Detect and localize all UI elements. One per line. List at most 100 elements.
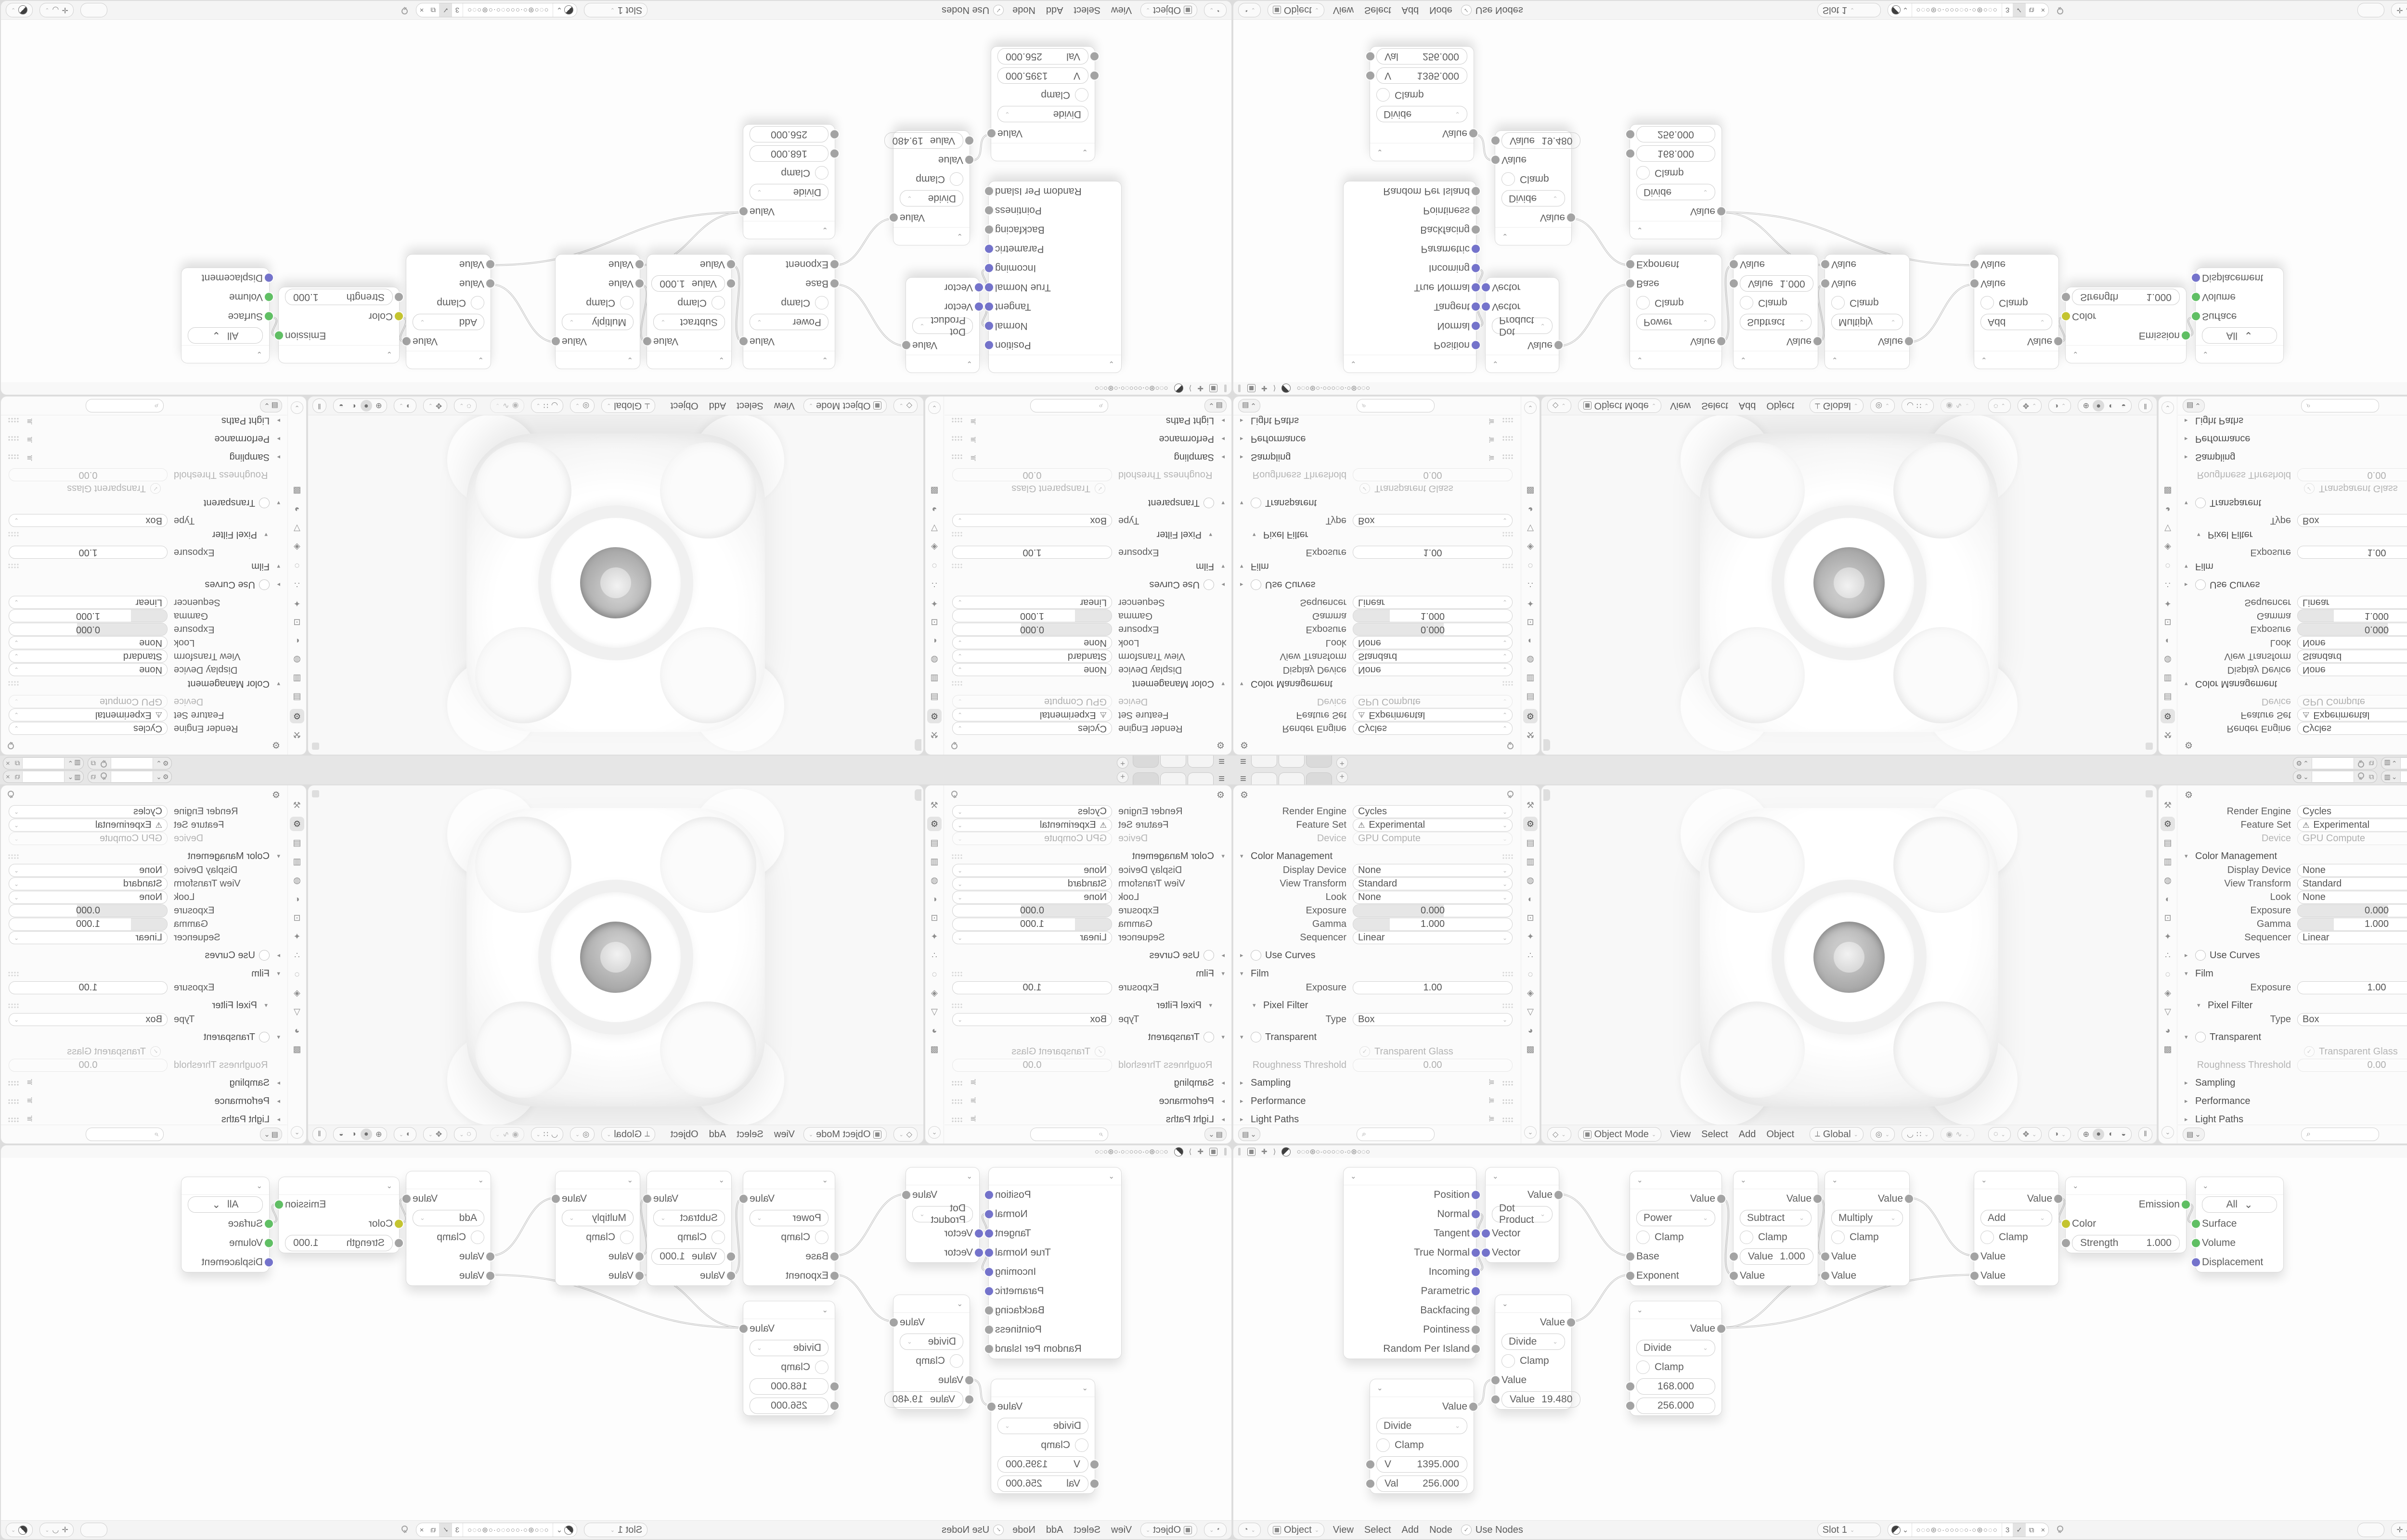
region-handle[interactable]	[1224, 385, 1227, 392]
property-field[interactable]: Linear⌄	[2297, 931, 2407, 944]
pin-icon[interactable]	[1506, 790, 1514, 801]
clamp-checkbox[interactable]	[1075, 1438, 1088, 1452]
properties-tab-object-data[interactable]: ▽	[931, 1006, 938, 1016]
property-slider[interactable]: 1.000	[952, 609, 1112, 622]
clamp-checkbox[interactable]	[815, 166, 828, 180]
node-header[interactable]: ⌄	[1344, 355, 1476, 372]
properties-tab-view-layer[interactable]: ▥	[1526, 674, 1535, 684]
panel-section-film[interactable]: ▾ Film	[2178, 966, 2407, 981]
value-field[interactable]: Value 19.480	[884, 1391, 963, 1408]
node-math-divide-2[interactable]: ⌄ Value Divide ⌄ Clamp 168.000 256.000	[1625, 124, 1726, 239]
input-socket[interactable]	[829, 1400, 840, 1411]
property-field[interactable]: None⌄	[9, 663, 168, 676]
output-socket[interactable]	[1471, 321, 1481, 331]
node-header[interactable]: ⌄	[989, 1168, 1121, 1185]
output-socket[interactable]	[1471, 1305, 1481, 1316]
editor-type-button[interactable]: ▤ ⌄	[1238, 399, 1260, 412]
copy-icon[interactable]: ⧉	[2368, 772, 2374, 781]
node-header[interactable]: ⌄	[743, 221, 835, 239]
properties-tab-tool[interactable]: ⚒	[1526, 800, 1535, 810]
add-workspace-button[interactable]: +	[1336, 757, 1348, 769]
properties-tab-constraints[interactable]: ◈	[931, 988, 938, 998]
checkbox-circle[interactable]	[1251, 498, 1261, 508]
properties-tab-view-layer[interactable]: ▥	[293, 856, 301, 866]
node-header[interactable]: ⌄	[1630, 351, 1721, 369]
editor-type-button[interactable]: ▤ ⌄	[1238, 1128, 1260, 1141]
wireframe-shading-button[interactable]: ⊕	[375, 401, 382, 410]
properties-tab-scene[interactable]: ◍	[1527, 655, 1534, 665]
editor-type-button[interactable]: ◔ ⌄	[1238, 1523, 1261, 1537]
input-socket[interactable]	[829, 259, 840, 270]
scene-selector[interactable]: ⚙ ⌄ ⧉	[2292, 770, 2377, 783]
workspace-tab[interactable]	[1278, 756, 1305, 768]
properties-tab-material[interactable]: ◕	[2165, 1025, 2171, 1035]
properties-tab-particles[interactable]: ∴	[294, 950, 300, 960]
panel-section-pixel-filter[interactable]: ▾ Pixel Filter	[2178, 998, 2407, 1013]
property-slider[interactable]: 0.000	[2297, 623, 2407, 636]
collapse-tabs-button[interactable]: ⌄	[2161, 401, 2174, 414]
input-socket[interactable]	[1625, 278, 1635, 289]
properties-tab-scene[interactable]: ◍	[1527, 875, 1534, 885]
copy-icon[interactable]: ⧉	[91, 772, 96, 781]
panel-toggle-section-transparent[interactable]: ▾ Transparent	[2178, 496, 2407, 510]
transform-orientation-select[interactable]: ⟂ Global ⌄	[601, 398, 655, 413]
clamp-checkbox[interactable]	[1376, 1438, 1390, 1452]
pin-icon[interactable]	[2056, 1525, 2063, 1536]
input-socket[interactable]	[264, 1257, 274, 1268]
node-math-divide-1[interactable]: ⌄ Value Divide ⌄ Clamp Value Value 19.480	[1490, 130, 1581, 245]
view-layer-selector[interactable]: ▥⌄⧉×	[2381, 770, 2407, 783]
mode-select[interactable]: Object Mode ⌄	[803, 1127, 887, 1142]
menu-select[interactable]: Select	[1701, 400, 1728, 411]
input-socket[interactable]	[1490, 154, 1501, 165]
snapping-control[interactable]: ✛◡⌄	[39, 1523, 74, 1537]
value-field[interactable]: All ⌄	[2202, 327, 2277, 344]
panel-section-light-paths[interactable]: ▸Light Paths⁞≡	[1, 1112, 287, 1124]
panel-section-sampling[interactable]: ▸Sampling⁞≡	[2178, 1076, 2407, 1090]
output-socket[interactable]	[738, 206, 749, 217]
input-socket[interactable]	[264, 1238, 274, 1248]
scene-selector[interactable]: ⚙ ⌄ ⧉	[88, 757, 172, 770]
node-math-divide-2[interactable]: ⌄ Value Divide ⌄ Clamp 168.000 256.000	[1625, 1301, 1726, 1416]
node-header[interactable]: ⌄	[556, 351, 640, 369]
region-handle[interactable]	[1238, 385, 1241, 392]
value-field[interactable]: V 1395.000	[997, 67, 1088, 84]
input-socket[interactable]	[1969, 1251, 1980, 1262]
workspace-tab[interactable]	[1188, 756, 1214, 768]
panel-section-performance[interactable]: ▸Performance⁞≡	[1, 1094, 287, 1108]
property-field[interactable]: None⌄	[952, 864, 1112, 877]
input-socket[interactable]	[1625, 1400, 1635, 1411]
input-socket[interactable]	[1969, 278, 1980, 289]
input-socket[interactable]	[964, 1394, 974, 1405]
gizmo-control[interactable]: ✥ ⌄	[423, 398, 448, 413]
input-socket[interactable]	[264, 311, 274, 321]
value-field[interactable]: Val 256.000	[1376, 48, 1467, 64]
overlays-control[interactable]: ⌄	[6, 1523, 33, 1537]
property-field[interactable]: Cycles⌄	[9, 722, 168, 735]
node-math-add[interactable]: ⌄ Value Add ⌄ Clamp Value Value	[401, 254, 495, 369]
menu-object[interactable]: Object	[1766, 1129, 1795, 1140]
operation-select[interactable]: Subtract ⌄	[653, 1210, 725, 1226]
properties-tab-texture[interactable]: ▩	[293, 1044, 301, 1054]
checkbox-checked[interactable]: ✓	[150, 1046, 161, 1057]
properties-tab-material[interactable]: ◕	[294, 1025, 300, 1035]
panel-section-color-management[interactable]: ▾ Color Management	[2178, 677, 2407, 691]
transform-orientation-select[interactable]: ⟂ Global ⌄	[1810, 1127, 1863, 1142]
overlays-control[interactable]: ⌄	[6, 3, 33, 17]
node-header[interactable]: ⌄	[989, 355, 1121, 372]
input-socket[interactable]	[1089, 51, 1100, 62]
panel-section-pixel-filter[interactable]: ▾ Pixel Filter	[1233, 527, 1520, 542]
value-field[interactable]: All ⌄	[188, 1196, 263, 1213]
search-input[interactable]: ⌕	[1357, 1128, 1435, 1141]
properties-tab-object-data[interactable]: ▽	[2164, 524, 2171, 534]
property-field[interactable]: None⌄	[1353, 663, 1513, 676]
operation-select[interactable]: Divide ⌄	[1376, 1418, 1467, 1434]
gizmo-control[interactable]: ✥ ⌄	[2017, 1127, 2042, 1142]
list-icon[interactable]: ⁞≡	[1488, 1078, 1494, 1087]
properties-tab-object-data[interactable]: ▽	[294, 524, 300, 534]
checkbox-row[interactable]: ✓ Transparent Glass	[1, 1045, 287, 1058]
collapse-tabs-button[interactable]: ⌄	[1524, 401, 1537, 414]
output-socket[interactable]	[984, 1228, 994, 1239]
node-header[interactable]: ⌄	[893, 227, 970, 245]
properties-tab-particles[interactable]: ∴	[2165, 580, 2171, 590]
property-field[interactable]: GPU Compute⌄	[2297, 695, 2407, 708]
